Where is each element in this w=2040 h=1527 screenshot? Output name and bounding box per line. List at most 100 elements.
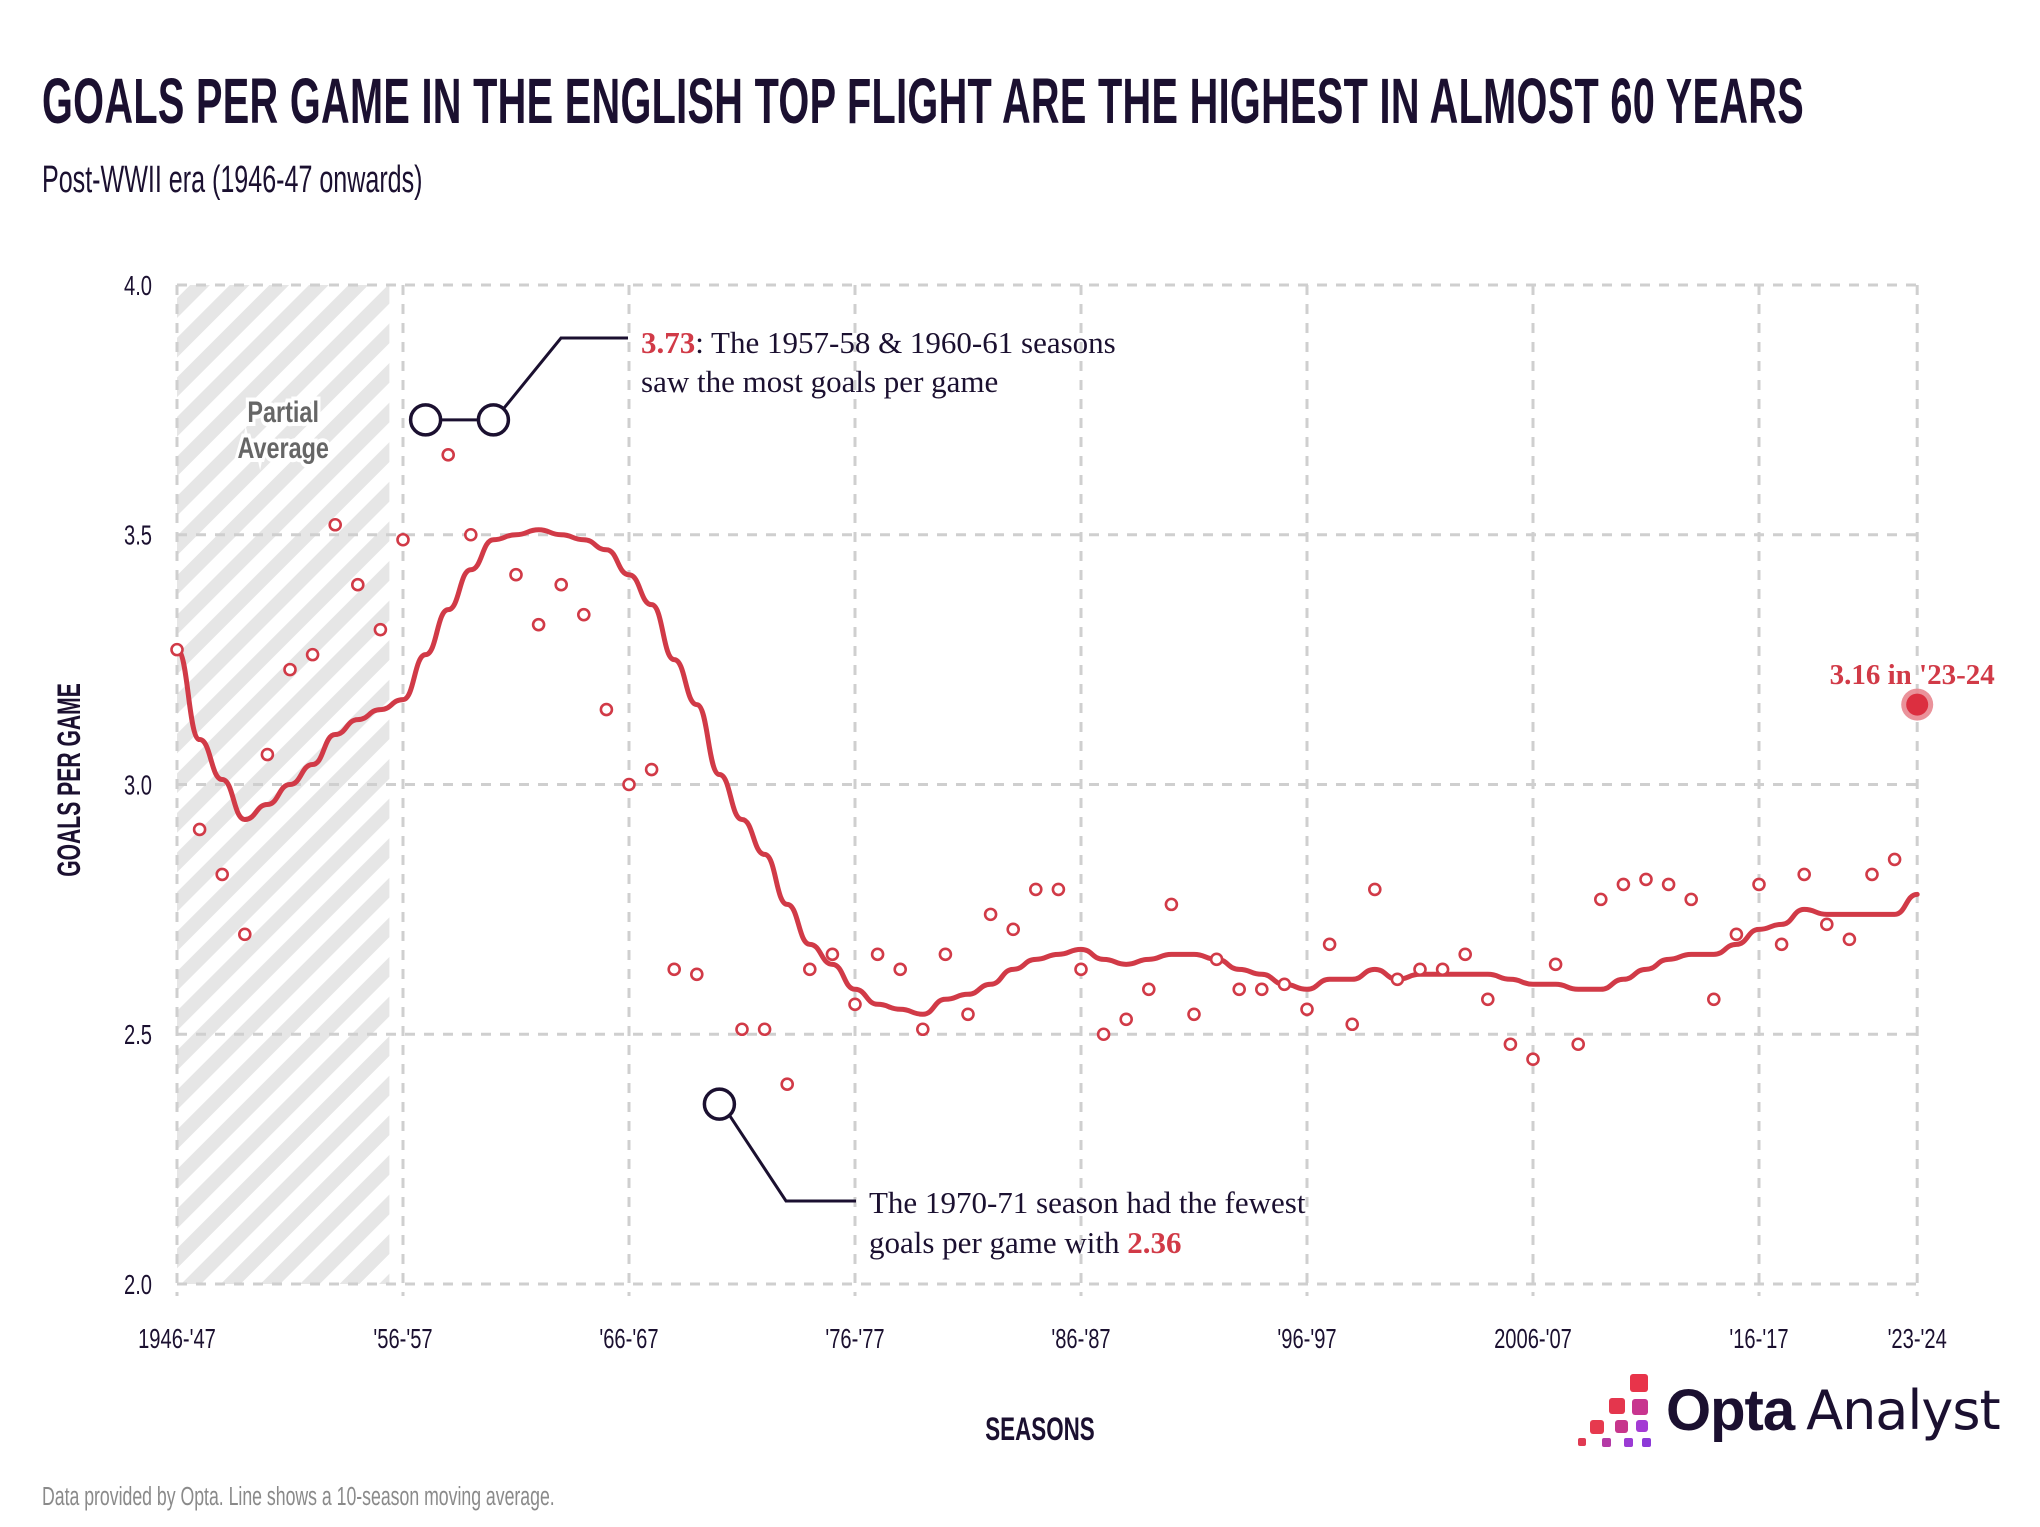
season-point <box>576 607 591 622</box>
partial-label-line2: Average <box>237 431 328 464</box>
season-point <box>1345 1017 1359 1032</box>
y-tick-label: 4.0 <box>124 271 152 302</box>
season-point <box>1390 972 1405 987</box>
season-point <box>825 947 840 962</box>
annotation-max-line1: 3.73: The 1957-58 & 1960-61 seasons <box>641 325 1116 360</box>
season-point <box>1142 982 1156 997</box>
season-point <box>305 647 320 662</box>
x-axis-title: SEASONS <box>985 1411 1094 1447</box>
season-point <box>1774 937 1789 952</box>
y-axis-title: GOALS PER GAME <box>50 683 87 877</box>
season-point <box>1187 1007 1201 1022</box>
season-point <box>531 617 546 632</box>
season-point <box>260 747 275 762</box>
season-point <box>1458 947 1472 962</box>
season-point <box>938 947 953 962</box>
season-points <box>170 413 1934 1111</box>
season-point <box>396 532 410 547</box>
season-point <box>644 762 659 777</box>
annotation-min-line2: goals per game with 2.36 <box>869 1225 1182 1260</box>
gridlines <box>175 283 1920 1296</box>
moving-average-line <box>174 527 1920 1017</box>
season-point <box>441 448 456 462</box>
season-point <box>554 577 569 592</box>
season-point <box>1571 1037 1585 1052</box>
annotation-max-value: 3.73 <box>641 325 695 360</box>
annotation-max-text: : The 1957-58 & 1960-61 seasons <box>695 325 1115 360</box>
annotation-ring <box>476 403 511 437</box>
annotation-ring <box>702 1087 737 1121</box>
x-tick-label: '66-'67 <box>599 1324 658 1355</box>
season-point <box>1684 892 1698 907</box>
season-point <box>463 527 478 542</box>
x-tick-label: '76-'77 <box>825 1324 884 1355</box>
annotation-min-value: 2.36 <box>1127 1225 1181 1260</box>
season-point <box>283 662 297 677</box>
y-tick-label: 3.5 <box>124 521 152 552</box>
season-point <box>757 1022 772 1037</box>
x-axis-ticks: 1946-'47 '56-'57 '66-'67 '76-'77 '86-'87 '96-… <box>138 1324 1947 1355</box>
season-point <box>1413 962 1427 977</box>
season-point <box>1548 957 1563 972</box>
season-point <box>848 997 862 1012</box>
x-tick-label: '86-'87 <box>1051 1324 1110 1355</box>
season-point <box>599 702 614 717</box>
season-point <box>1865 867 1879 882</box>
season-point <box>1074 962 1088 977</box>
season-point <box>1842 932 1857 947</box>
season-point <box>1164 897 1179 912</box>
season-point <box>1255 982 1269 997</box>
annotation-latest: 3.16 in '23-24 <box>1830 659 1995 691</box>
chart-subtitle: Post-WWII era (1946-47 onwards) <box>42 159 423 201</box>
season-point <box>1661 877 1676 892</box>
season-point <box>170 642 184 657</box>
season-point <box>1887 852 1902 867</box>
season-point <box>1119 1012 1133 1027</box>
x-tick-label: 2006-'07 <box>1494 1324 1572 1355</box>
annotation-min-text: goals per game with <box>869 1225 1127 1260</box>
y-tick-label: 2.5 <box>124 1020 152 1051</box>
logo-word-opta: Opta <box>1666 1377 1795 1443</box>
season-point <box>915 1022 930 1037</box>
annotation-min-line1: The 1970-71 season had the fewest <box>869 1185 1306 1220</box>
season-point <box>1526 1052 1540 1067</box>
season-point <box>1820 917 1834 932</box>
x-tick-label: '23-'24 <box>1888 1324 1947 1355</box>
opta-analyst-logo: Opta Analyst <box>1578 1370 2001 1450</box>
season-point <box>667 962 682 977</box>
moving-average-path <box>174 527 1920 1017</box>
x-tick-label: '96-'97 <box>1277 1324 1336 1355</box>
season-point <box>1616 877 1631 892</box>
season-point <box>983 907 998 922</box>
season-point <box>893 962 908 977</box>
y-tick-label: 2.0 <box>124 1270 152 1301</box>
annotation-max-leader <box>502 336 628 410</box>
season-point <box>1051 882 1066 897</box>
logo-word-analyst: Analyst <box>1806 1378 2001 1442</box>
season-point <box>622 777 636 792</box>
y-tick-label: 3.0 <box>124 770 152 801</box>
season-point <box>689 967 704 982</box>
season-point <box>373 622 388 637</box>
season-point <box>1594 892 1608 907</box>
partial-label-line1: Partial <box>247 395 319 428</box>
season-point <box>1006 922 1021 937</box>
season-point <box>1209 952 1224 967</box>
y-axis-ticks: 4.0 3.5 3.0 2.5 2.0 <box>124 271 152 1301</box>
season-point <box>1707 992 1721 1007</box>
annotations: 3.73: The 1957-58 & 1960-61 seasons saw … <box>408 325 1998 1260</box>
season-point <box>1096 1027 1111 1042</box>
season-point <box>961 1007 975 1022</box>
season-point <box>802 962 817 977</box>
season-point <box>1435 962 1450 977</box>
latest-season-point <box>1906 693 1929 716</box>
season-point <box>192 822 207 837</box>
season-point <box>1277 977 1292 992</box>
season-point <box>1481 992 1495 1007</box>
season-point <box>780 1077 795 1091</box>
season-point <box>1232 982 1246 997</box>
season-point <box>1503 1037 1518 1052</box>
season-point <box>238 927 252 942</box>
season-point <box>328 517 343 532</box>
